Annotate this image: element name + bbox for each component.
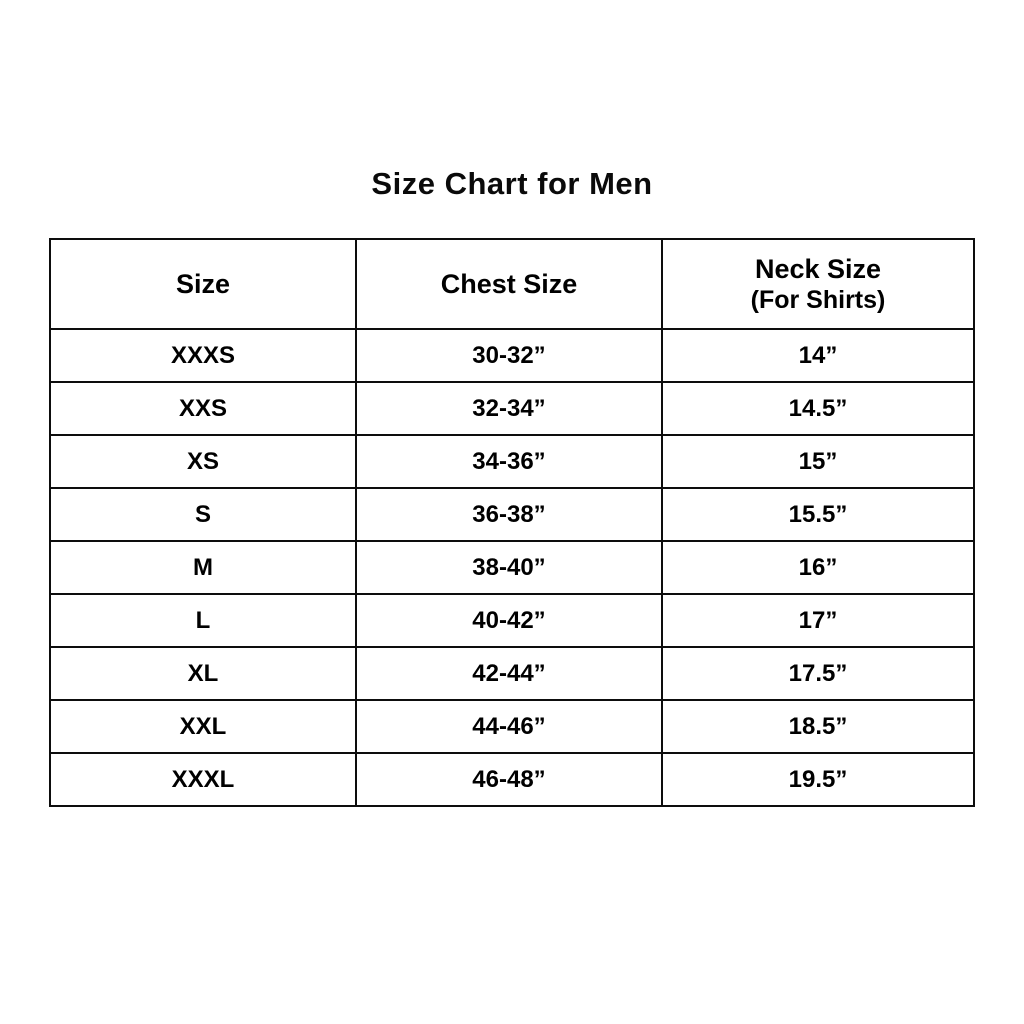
cell-chest: 44-46” <box>355 699 663 754</box>
cell-size: XXXL <box>49 752 357 807</box>
cell-neck: 14.5” <box>661 381 975 436</box>
cell-neck: 15.5” <box>661 487 975 542</box>
header-size: Size <box>49 238 357 330</box>
table-row: L 40-42” 17” <box>49 593 975 648</box>
cell-neck: 15” <box>661 434 975 489</box>
cell-size: L <box>49 593 357 648</box>
cell-size: XXXS <box>49 328 357 383</box>
header-chest-size: Chest Size <box>355 238 663 330</box>
table-row: S 36-38” 15.5” <box>49 487 975 542</box>
cell-neck: 14” <box>661 328 975 383</box>
cell-neck: 17” <box>661 593 975 648</box>
cell-chest: 46-48” <box>355 752 663 807</box>
table-row: XXL 44-46” 18.5” <box>49 699 975 754</box>
cell-chest: 30-32” <box>355 328 663 383</box>
cell-neck: 17.5” <box>661 646 975 701</box>
cell-size: XXS <box>49 381 357 436</box>
table-row: XL 42-44” 17.5” <box>49 646 975 701</box>
cell-chest: 32-34” <box>355 381 663 436</box>
cell-neck: 16” <box>661 540 975 595</box>
cell-chest: 40-42” <box>355 593 663 648</box>
table-row: XXS 32-34” 14.5” <box>49 381 975 436</box>
page-title: Size Chart for Men <box>371 166 653 201</box>
header-neck-size: Neck Size (For Shirts) <box>661 238 975 330</box>
table-row: XXXS 30-32” 14” <box>49 328 975 383</box>
cell-size: XXL <box>49 699 357 754</box>
cell-chest: 38-40” <box>355 540 663 595</box>
header-neck-sublabel: (For Shirts) <box>750 286 886 315</box>
size-chart-table: Size Chest Size Neck Size (For Shirts) X… <box>49 238 975 807</box>
cell-chest: 34-36” <box>355 434 663 489</box>
cell-neck: 18.5” <box>661 699 975 754</box>
table-header-row: Size Chest Size Neck Size (For Shirts) <box>49 238 975 330</box>
cell-size: M <box>49 540 357 595</box>
table-row: XS 34-36” 15” <box>49 434 975 489</box>
cell-size: XL <box>49 646 357 701</box>
cell-neck: 19.5” <box>661 752 975 807</box>
cell-size: S <box>49 487 357 542</box>
table-row: M 38-40” 16” <box>49 540 975 595</box>
header-chest-label: Chest Size <box>440 268 578 299</box>
header-neck-label: Neck Size <box>754 253 882 284</box>
header-size-label: Size <box>175 268 231 299</box>
cell-chest: 42-44” <box>355 646 663 701</box>
cell-chest: 36-38” <box>355 487 663 542</box>
cell-size: XS <box>49 434 357 489</box>
table-row: XXXL 46-48” 19.5” <box>49 752 975 807</box>
